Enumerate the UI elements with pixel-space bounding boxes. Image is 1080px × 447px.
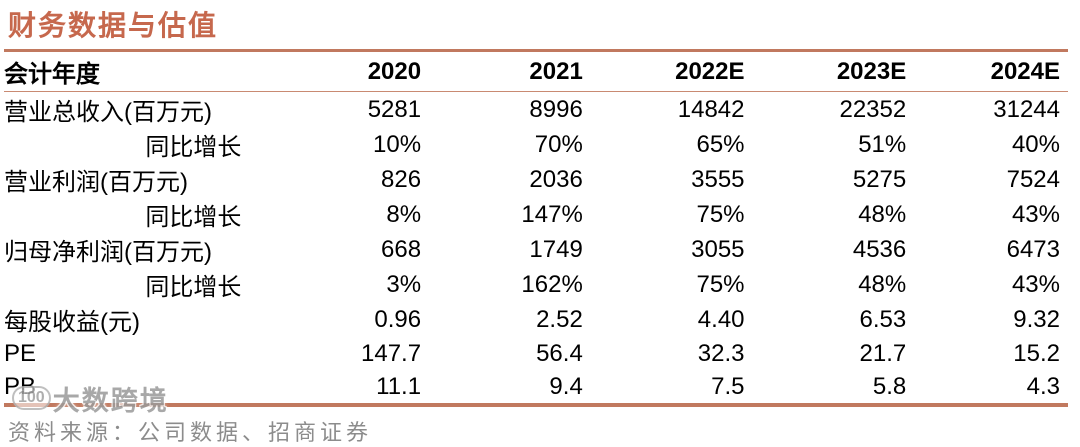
table-row-operating-profit-yoy: 同比增长 8% 147% 75% 48% 43% (4, 197, 1068, 232)
cell-value: 4.40 (697, 305, 745, 333)
table-row-total-revenue: 营业总收入(百万元) 5281 8996 14842 22352 31244 (4, 92, 1068, 128)
cell-value: 162% (521, 270, 583, 298)
row-label: 归母净利润(百万元) (4, 239, 212, 266)
cell-value: 9.4 (549, 372, 583, 400)
cell-value: 14842 (677, 95, 745, 123)
cell-value: 147.7 (361, 339, 422, 367)
source-note: 资料来源：公司数据、招商证券 (8, 421, 373, 446)
cell-value: 668 (381, 235, 422, 263)
col-header-2023e: 2023E (836, 57, 907, 85)
cell-value: 5.8 (872, 372, 907, 400)
cell-value: 826 (381, 165, 422, 193)
cell-value: 40% (1011, 130, 1060, 158)
row-label: 营业总收入(百万元) (4, 99, 212, 126)
row-label: PB (4, 372, 37, 400)
row-label: 同比增长 (145, 134, 242, 161)
row-label: 同比增长 (145, 204, 242, 231)
cell-value: 43% (1011, 270, 1060, 298)
col-header-2020: 2020 (367, 57, 422, 85)
cell-value: 15.2 (1013, 339, 1060, 367)
row-label: 营业利润(百万元) (4, 169, 188, 196)
table-row-revenue-yoy: 同比增长 10% 70% 65% 51% 40% (4, 127, 1068, 162)
cell-value: 43% (1011, 200, 1060, 228)
cell-value: 31244 (993, 95, 1060, 123)
table-row-pe: PE 147.7 56.4 32.3 21.7 15.2 (4, 337, 1068, 370)
row-label: PE (4, 339, 37, 367)
table-row-operating-profit: 营业利润(百万元) 826 2036 3555 5275 7524 (4, 162, 1068, 197)
cell-value: 0.96 (374, 305, 422, 333)
report-table-section: 财务数据与估值 会计年度 2020 2021 2022E 2023E 2024E… (4, 0, 1072, 447)
col-header-2024e: 2024E (990, 57, 1060, 85)
row-label: 每股收益(元) (4, 309, 140, 336)
cell-value: 5281 (367, 95, 422, 123)
col-header-2022e: 2022E (675, 57, 745, 85)
cell-value: 7.5 (711, 372, 745, 400)
cell-value: 3555 (691, 165, 745, 193)
cell-value: 8996 (529, 95, 583, 123)
cell-value: 147% (521, 200, 583, 228)
table-row-net-profit: 归母净利润(百万元) 668 1749 3055 4536 6473 (4, 232, 1068, 267)
cell-value: 2.52 (536, 305, 583, 333)
table-row-net-profit-yoy: 同比增长 3% 162% 75% 48% 43% (4, 267, 1068, 302)
cell-value: 65% (696, 130, 745, 158)
cell-value: 32.3 (697, 339, 745, 367)
cell-value: 4.3 (1026, 372, 1060, 400)
section-title: 财务数据与估值 (8, 9, 219, 42)
table-row-pb: PB 11.1 9.4 7.5 5.8 4.3 (4, 370, 1068, 405)
cell-value: 4536 (852, 235, 907, 263)
table-header-row: 会计年度 2020 2021 2022E 2023E 2024E (4, 51, 1068, 92)
col-header-fiscal-year: 会计年度 (4, 61, 100, 88)
cell-value: 48% (858, 200, 907, 228)
table-row-eps: 每股收益(元) 0.96 2.52 4.40 6.53 9.32 (4, 302, 1068, 337)
financial-data-table: 会计年度 2020 2021 2022E 2023E 2024E 营业总收入(百… (4, 49, 1068, 407)
cell-value: 21.7 (859, 339, 907, 367)
cell-value: 2036 (529, 165, 583, 193)
cell-value: 75% (696, 200, 745, 228)
cell-value: 70% (534, 130, 583, 158)
cell-value: 8% (386, 200, 422, 228)
row-label: 同比增长 (145, 274, 242, 301)
cell-value: 6473 (1006, 235, 1060, 263)
cell-value: 22352 (839, 95, 907, 123)
cell-value: 75% (696, 270, 745, 298)
cell-value: 3% (386, 270, 422, 298)
cell-value: 9.32 (1013, 305, 1060, 333)
cell-value: 3055 (691, 235, 745, 263)
cell-value: 10% (373, 130, 422, 158)
cell-value: 11.1 (376, 372, 422, 400)
cell-value: 1749 (529, 235, 583, 263)
cell-value: 5275 (852, 165, 907, 193)
cell-value: 7524 (1006, 165, 1060, 193)
cell-value: 56.4 (536, 339, 583, 367)
cell-value: 48% (858, 270, 907, 298)
cell-value: 51% (858, 130, 907, 158)
col-header-2021: 2021 (529, 57, 583, 85)
cell-value: 6.53 (859, 305, 907, 333)
